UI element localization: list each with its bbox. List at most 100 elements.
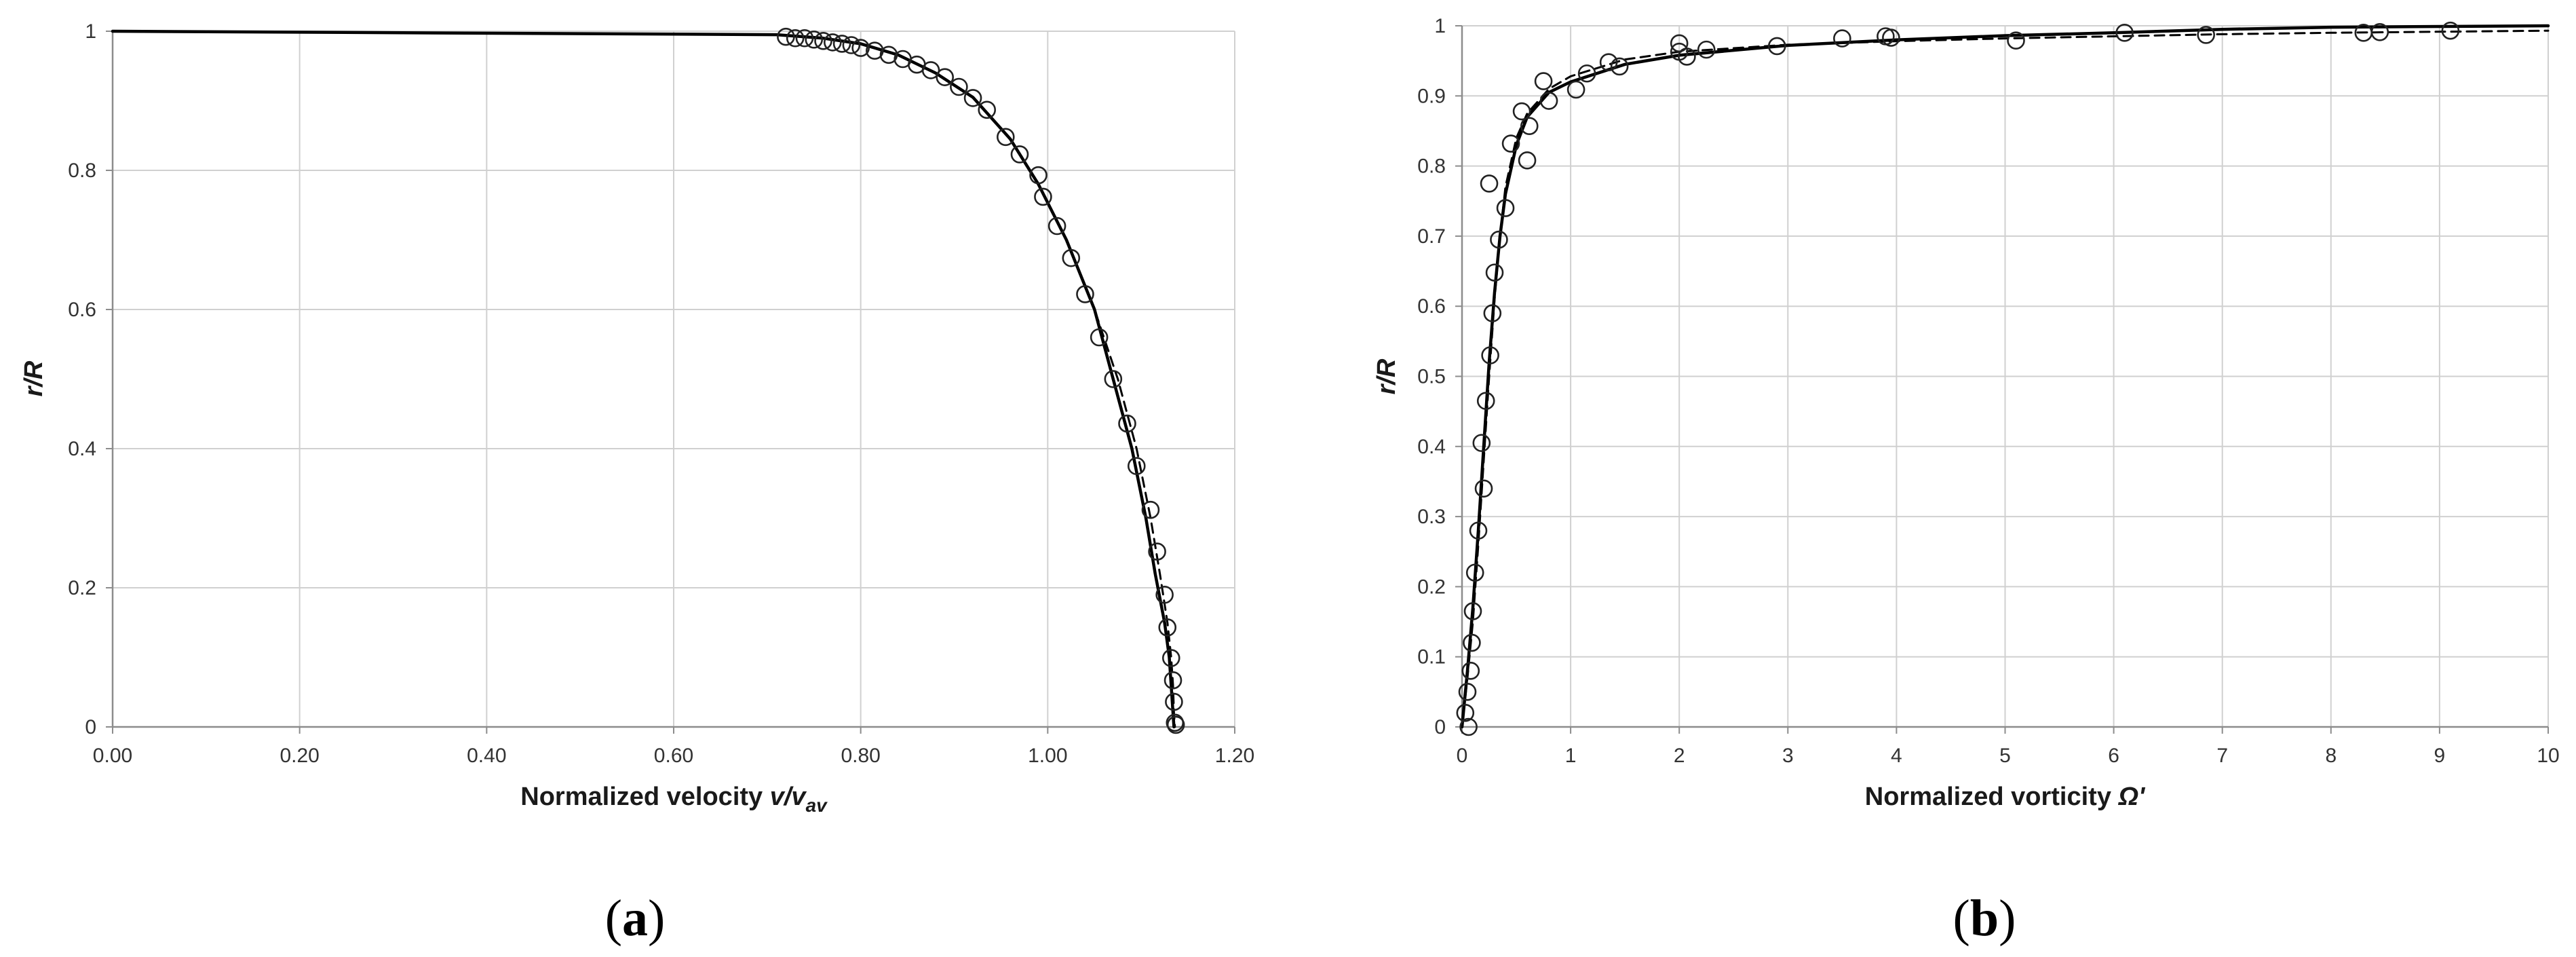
- y-tick-label: 0.2: [68, 577, 96, 599]
- y-tick-label: 0.3: [1417, 506, 1446, 528]
- x-tick-label: 0.40: [467, 745, 506, 767]
- chart-panel-a: 0.00 0.20 0.40 0.60 0.80 1.00 1.20 0 0.2 0.4 0.6 0.…: [20, 20, 1254, 816]
- data-point: [814, 32, 832, 50]
- data-point: [1463, 602, 1482, 620]
- x-axis-title: Normalized vorticity Ω': [1865, 783, 2146, 811]
- y-tick-label: 0.4: [68, 438, 96, 460]
- data-point: [1577, 64, 1596, 83]
- dashed-series-line: [1461, 29, 2550, 728]
- data-point: [1090, 328, 1109, 347]
- data-point: [1104, 370, 1123, 388]
- data-point: [795, 29, 814, 48]
- data-point: [2007, 31, 2025, 50]
- data-point: [1029, 166, 1047, 185]
- y-tick-label: 0.6: [1417, 295, 1446, 318]
- x-tick-label: 8: [2325, 745, 2337, 767]
- y-axis-title: r/R: [20, 360, 48, 396]
- data-point: [1490, 230, 1508, 249]
- x-tick-label: 7: [2216, 745, 2228, 767]
- data-point: [1539, 92, 1558, 110]
- data-point: [1697, 40, 1716, 59]
- data-point: [2370, 22, 2389, 41]
- data-point: [805, 30, 824, 49]
- x-tick-label: 0.60: [654, 745, 693, 767]
- data-point: [1534, 72, 1553, 90]
- data-point: [1501, 134, 1520, 153]
- data-point: [842, 36, 861, 54]
- data-point: [1141, 500, 1160, 519]
- data-point: [1465, 563, 1484, 582]
- x-tick-label: 1.00: [1028, 745, 1067, 767]
- y-tick-label: 0.2: [1417, 576, 1446, 598]
- data-point: [936, 68, 955, 86]
- y-tick-label: 0: [1434, 716, 1446, 738]
- y-tick-label: 1: [1434, 15, 1446, 37]
- x-tick-label: 5: [1999, 745, 2011, 767]
- x-tick-label: 9: [2434, 745, 2446, 767]
- data-point: [1520, 117, 1539, 136]
- marker-series: [777, 27, 1185, 734]
- data-point: [1165, 692, 1183, 711]
- y-tick-label: 0.4: [1417, 436, 1446, 458]
- y-tick-label: 0.1: [1417, 646, 1446, 669]
- data-point: [1610, 57, 1629, 76]
- data-point: [1483, 304, 1502, 322]
- data-point: [950, 77, 968, 96]
- data-point: [1512, 102, 1531, 121]
- data-point: [866, 41, 884, 60]
- data-point: [1566, 80, 1585, 99]
- data-point: [1474, 479, 1493, 498]
- caption-b: (b): [1953, 890, 2016, 947]
- data-point: [1469, 521, 1488, 540]
- chart-panel-b: 0 1 2 3 4 5 6 7 8 9 10 0 0.1 0.2 0.3 0.4 0.5 0.6 0.7 0.8 0.9…: [1372, 15, 2560, 811]
- data-point: [786, 29, 805, 48]
- data-point: [1882, 29, 1900, 47]
- x-tick-label: 3: [1782, 745, 1794, 767]
- data-point: [1459, 717, 1478, 736]
- data-point: [1476, 392, 1495, 410]
- y-tick-label: 0.6: [68, 299, 96, 321]
- x-tick-label: 1: [1565, 745, 1577, 767]
- x-tick-label: 0.80: [841, 745, 880, 767]
- y-axis-title: r/R: [1372, 358, 1401, 394]
- data-point: [1166, 715, 1185, 734]
- y-tick-label: 0.5: [1417, 366, 1446, 388]
- gridlines: [1461, 25, 2549, 728]
- data-point: [1158, 618, 1177, 637]
- marker-series: [1456, 21, 2460, 736]
- gridlines: [112, 31, 1235, 728]
- data-point: [1456, 704, 1475, 722]
- x-tick-label: 2: [1674, 745, 1685, 767]
- data-point: [824, 33, 842, 52]
- x-tick-label: 1.20: [1215, 745, 1254, 767]
- data-point: [2197, 26, 2215, 44]
- solid-series-line: [111, 29, 1176, 729]
- caption-a: (a): [605, 890, 666, 947]
- data-point: [1076, 285, 1094, 303]
- data-point: [997, 128, 1015, 147]
- y-tick-label: 0.8: [68, 160, 96, 182]
- data-point: [1670, 34, 1689, 53]
- data-point: [1062, 248, 1081, 267]
- data-point: [1155, 585, 1174, 604]
- data-point: [1034, 187, 1052, 206]
- data-point: [1463, 633, 1481, 652]
- data-point: [1118, 414, 1136, 433]
- y-tick-label: 0.7: [1417, 225, 1446, 248]
- data-point: [1599, 53, 1618, 72]
- x-tick-label: 6: [2108, 745, 2119, 767]
- y-tick-label: 0.9: [1417, 85, 1446, 107]
- y-tick-label: 0.8: [1417, 155, 1446, 178]
- data-point: [978, 100, 997, 119]
- data-point: [1496, 199, 1515, 217]
- data-point: [921, 61, 940, 79]
- data-point: [777, 27, 795, 46]
- data-point: [1480, 174, 1499, 193]
- data-point: [1481, 346, 1499, 364]
- data-point: [2441, 21, 2460, 40]
- data-point: [963, 89, 982, 107]
- x-tick-label: 0: [1457, 745, 1468, 767]
- y-tick-label: 0: [85, 716, 96, 738]
- data-point: [2115, 24, 2134, 42]
